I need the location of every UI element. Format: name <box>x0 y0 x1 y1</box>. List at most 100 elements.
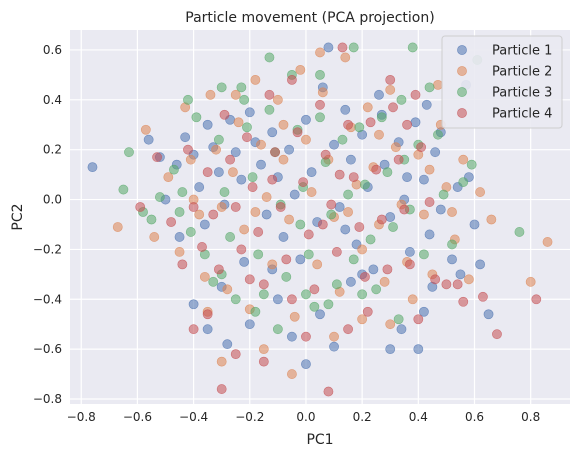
data-point <box>340 52 351 63</box>
y-tick-label: 0.2 <box>43 143 62 157</box>
data-point <box>185 154 196 165</box>
data-point <box>388 222 398 232</box>
data-point <box>230 147 241 158</box>
data-point <box>194 182 205 192</box>
data-point <box>177 187 188 197</box>
data-point <box>202 119 213 130</box>
y-tick-labels: −0.8 −0.6 −0.4 −0.2 0.0 0.2 0.4 0.6 <box>33 43 62 406</box>
x-tick-label: −0.2 <box>235 410 264 424</box>
data-point <box>287 369 297 379</box>
data-point <box>124 147 134 158</box>
data-point <box>146 214 157 225</box>
data-point <box>242 122 252 133</box>
data-point <box>337 42 348 53</box>
data-point <box>376 214 387 225</box>
x-tick-labels: −0.8 −0.6 −0.4 −0.2 0.0 0.2 0.4 0.6 0.8 <box>67 410 541 424</box>
data-point <box>258 279 269 290</box>
data-point <box>267 127 278 138</box>
data-point <box>264 52 275 63</box>
data-point <box>419 306 429 317</box>
data-point <box>354 222 365 232</box>
data-point <box>301 359 311 370</box>
series-1-points <box>87 42 494 370</box>
x-tick-label: 0.6 <box>465 410 484 424</box>
data-point <box>365 234 376 245</box>
data-point <box>264 89 275 100</box>
data-point <box>340 104 351 115</box>
data-point <box>180 132 191 143</box>
data-point <box>326 209 337 220</box>
data-point <box>270 147 280 158</box>
data-point <box>447 254 457 265</box>
data-point <box>447 239 457 250</box>
data-point <box>334 202 345 212</box>
data-point <box>343 189 353 200</box>
data-point <box>230 89 241 100</box>
data-point <box>374 129 384 140</box>
data-point <box>188 299 199 310</box>
data-point <box>402 119 412 130</box>
data-point <box>267 259 278 270</box>
data-point <box>216 356 227 367</box>
data-point <box>250 207 261 217</box>
y-tick-label: −0.2 <box>33 242 62 256</box>
data-point <box>348 254 359 265</box>
data-point <box>435 204 446 215</box>
data-point <box>371 284 382 295</box>
data-point <box>410 117 421 128</box>
data-point <box>242 132 252 143</box>
data-point <box>216 82 227 93</box>
data-point <box>185 227 196 237</box>
data-point <box>230 294 241 305</box>
data-point <box>323 299 334 310</box>
data-point <box>163 172 174 183</box>
data-point <box>295 254 306 265</box>
data-point <box>169 164 179 175</box>
data-point <box>424 164 435 175</box>
data-point <box>312 259 323 270</box>
data-point <box>287 294 297 305</box>
data-point <box>430 147 441 158</box>
data-point <box>239 224 250 235</box>
data-point <box>289 311 300 322</box>
data-point <box>261 192 272 202</box>
data-point <box>112 222 123 232</box>
legend: Particle 1 Particle 2 Particle 3 Particle 4 <box>441 35 563 129</box>
data-point <box>222 339 233 350</box>
data-point <box>287 331 297 342</box>
data-point <box>228 167 238 178</box>
chart-title: Particle movement (PCA projection) <box>185 10 434 26</box>
data-point <box>250 306 261 317</box>
data-point <box>143 134 154 145</box>
data-point <box>239 94 250 105</box>
data-point <box>329 139 339 150</box>
data-point <box>396 94 407 105</box>
data-point <box>258 356 269 367</box>
data-point <box>174 207 185 217</box>
data-point <box>455 269 466 280</box>
data-point <box>486 214 497 225</box>
data-point <box>284 214 295 225</box>
data-point <box>135 202 146 212</box>
data-point <box>345 154 356 165</box>
data-point <box>281 271 292 282</box>
data-point <box>244 107 255 118</box>
data-point <box>430 274 441 285</box>
data-point <box>368 264 379 275</box>
data-point <box>492 329 502 340</box>
data-point <box>301 134 311 145</box>
data-point <box>334 169 345 180</box>
data-point <box>213 134 224 145</box>
data-point <box>258 289 269 300</box>
data-point <box>483 309 494 320</box>
data-point <box>452 279 463 290</box>
data-point <box>225 154 236 165</box>
data-point <box>202 324 213 335</box>
data-point <box>309 301 320 312</box>
data-point <box>281 254 292 265</box>
data-point <box>438 189 449 200</box>
data-point <box>202 167 213 178</box>
data-point <box>315 69 325 80</box>
data-point <box>303 229 314 240</box>
